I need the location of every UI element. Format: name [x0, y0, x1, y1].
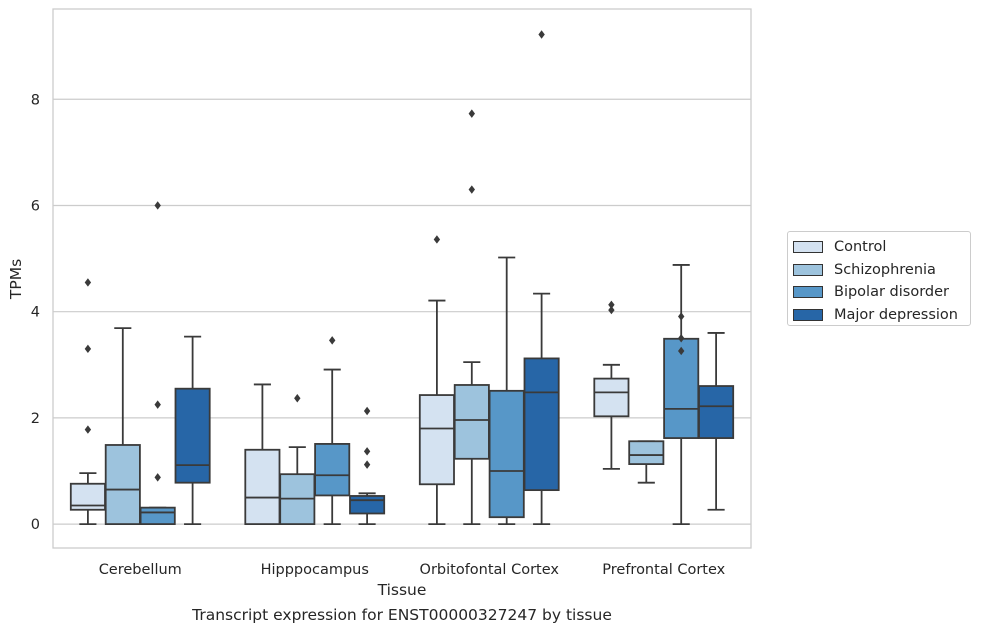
box-4-2	[349, 406, 386, 526]
x-tick-label: Hipppocampus	[261, 562, 369, 578]
gridlines	[53, 98, 751, 525]
box-3-4	[663, 264, 700, 526]
box-2-3	[453, 109, 490, 526]
box-4-3	[523, 30, 560, 526]
outlier-point	[608, 300, 615, 309]
legend-label: Major depression	[834, 307, 958, 324]
legend-item: Bipolar disorder	[793, 281, 970, 304]
box-body	[174, 387, 211, 484]
outlier-point	[468, 109, 475, 118]
box-1-2	[244, 383, 281, 526]
legend-swatch	[793, 263, 823, 276]
outlier-point	[154, 400, 161, 409]
outlier-point	[329, 336, 336, 345]
outlier-point	[608, 305, 615, 315]
outlier-point	[84, 278, 92, 287]
y-ticks: 0 2 4 6 8	[31, 92, 40, 533]
legend: Control Schizophrenia Bipolar disorder Majo…	[787, 231, 971, 326]
box-3-1	[139, 201, 176, 526]
box-body	[593, 377, 630, 418]
outlier-point	[538, 30, 545, 39]
box-4-1	[174, 335, 211, 526]
legend-swatch	[793, 286, 823, 299]
box-body	[104, 444, 141, 526]
legend-label: Bipolar disorder	[834, 284, 949, 301]
x-axis-label: Tissue	[377, 581, 427, 599]
box-body	[698, 385, 735, 439]
x-tick-label: Prefrontal Cortex	[602, 562, 725, 578]
plot-frame	[52, 8, 752, 549]
x-tick-label: Orbitofontal Cortex	[420, 562, 560, 578]
outlier-point	[84, 344, 92, 354]
box-body	[314, 443, 351, 497]
legend-swatch	[793, 309, 823, 322]
y-tick-label: 0	[31, 517, 40, 533]
box-body	[244, 448, 281, 526]
outlier-point	[294, 394, 301, 403]
outlier-point	[363, 406, 371, 416]
box-body	[488, 389, 525, 519]
outlier-point	[84, 425, 92, 434]
box-1-1	[69, 278, 106, 526]
box-4-4	[698, 332, 735, 511]
box-body	[418, 394, 455, 486]
box-2-2	[279, 394, 316, 526]
boxes	[69, 30, 735, 526]
box-1-3	[418, 235, 455, 526]
box-2-4	[628, 440, 665, 484]
outlier-point	[363, 460, 371, 469]
outlier-point	[154, 473, 161, 482]
box-1-4	[593, 300, 630, 470]
box-body	[349, 495, 386, 515]
outlier-point	[468, 185, 475, 194]
y-tick-label: 2	[31, 411, 40, 427]
legend-item: Control	[793, 236, 970, 259]
outlier-point	[678, 334, 685, 343]
legend-item: Schizophrenia	[793, 259, 970, 282]
outlier-point	[154, 201, 161, 210]
box-3-2	[314, 336, 351, 526]
chart-caption: Transcript expression for ENST0000032724…	[192, 606, 612, 624]
outlier-point	[678, 312, 685, 321]
y-tick-label: 8	[31, 92, 40, 108]
legend-swatch	[793, 241, 823, 254]
box-3-3	[488, 256, 525, 526]
y-tick-label: 6	[31, 198, 40, 214]
box-body	[453, 384, 490, 460]
outlier-point	[678, 346, 685, 356]
x-ticks: Cerebellum Hipppocampus Orbitofontal Corte…	[99, 562, 726, 578]
box-body	[523, 357, 560, 492]
y-tick-label: 4	[31, 305, 40, 321]
box-body	[139, 506, 176, 526]
legend-label: Schizophrenia	[834, 261, 936, 278]
legend-label: Control	[834, 239, 887, 256]
legend-item: Major depression	[793, 304, 970, 327]
box-body	[628, 440, 665, 465]
outlier-point	[433, 235, 441, 244]
y-axis-label: TPMs	[7, 259, 25, 300]
x-tick-label: Cerebellum	[99, 562, 182, 578]
box-2-1	[104, 327, 141, 526]
outlier-point	[363, 447, 371, 456]
